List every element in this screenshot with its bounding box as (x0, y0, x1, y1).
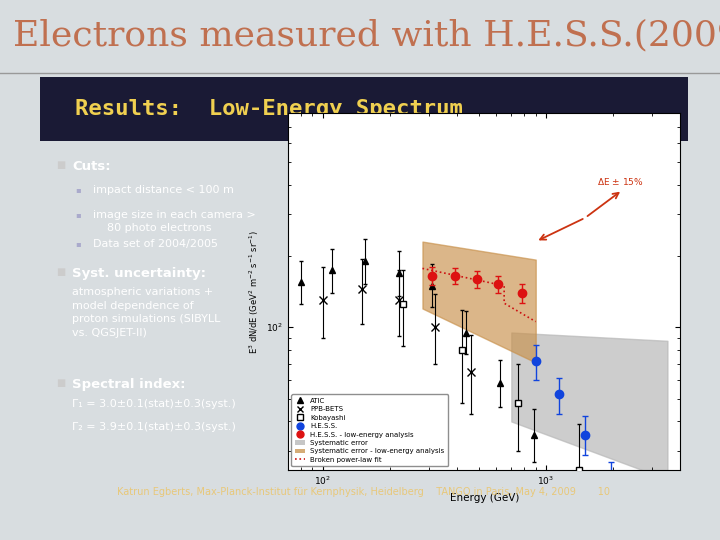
Broken power-law fit (529, 317, 538, 323)
Broken power-law fit (460, 274, 469, 281)
X-axis label: Energy (GeV): Energy (GeV) (449, 492, 519, 503)
Text: Results:  Low-Energy Spectrum: Results: Low-Energy Spectrum (76, 99, 463, 119)
Broken power-law fit (424, 266, 433, 273)
Text: Syst. uncertainty:: Syst. uncertainty: (72, 267, 206, 280)
Broken power-law fit (500, 300, 508, 306)
Broken power-law fit (472, 276, 480, 283)
Y-axis label: E$^3$ dN/dE (GeV$^2$ m$^{-2}$ s$^{-1}$ sr$^{-1}$): E$^3$ dN/dE (GeV$^2$ m$^{-2}$ s$^{-1}$ s… (247, 230, 261, 354)
Text: impact distance < 100 m: impact distance < 100 m (94, 185, 234, 195)
Broken power-law fit (455, 273, 464, 279)
Bar (40, 77, 688, 141)
Text: Γ₂ = 3.9±0.1(stat)±0.3(syst.): Γ₂ = 3.9±0.1(stat)±0.3(syst.) (72, 422, 236, 432)
Broken power-law fit (444, 271, 452, 277)
Text: ▪: ▪ (76, 239, 81, 247)
Text: ■: ■ (56, 159, 65, 170)
Broken power-law fit (477, 278, 486, 284)
Line: Broken power-law fit: Broken power-law fit (423, 268, 536, 322)
Broken power-law fit (504, 302, 513, 309)
Text: Γ₁ = 3.0±0.1(stat)±0.3(syst.): Γ₁ = 3.0±0.1(stat)±0.3(syst.) (72, 399, 235, 409)
Broken power-law fit (500, 282, 508, 289)
Broken power-law fit (432, 268, 441, 275)
Legend: ATIC, PPB-BETS, Kobayashi, H.E.S.S., H.E.S.S. - low-energy analysis, Systematic : ATIC, PPB-BETS, Kobayashi, H.E.S.S., H.E… (292, 394, 448, 467)
Broken power-law fit (531, 319, 540, 325)
Text: image size in each camera >
    80 photo electrons: image size in each camera > 80 photo ele… (94, 210, 256, 233)
Broken power-law fit (429, 267, 438, 274)
Broken power-law fit (511, 307, 520, 313)
Broken power-law fit (435, 269, 444, 275)
Broken power-law fit (486, 280, 495, 286)
Text: ▪: ▪ (76, 210, 81, 219)
Text: Spectral index:: Spectral index: (72, 379, 186, 392)
Broken power-law fit (489, 280, 498, 287)
Broken power-law fit (426, 267, 435, 273)
Broken power-law fit (516, 309, 524, 316)
Broken power-law fit (474, 277, 483, 284)
Broken power-law fit (421, 266, 430, 272)
Broken power-law fit (491, 281, 500, 287)
Broken power-law fit (527, 316, 536, 322)
Broken power-law fit (466, 275, 474, 282)
Broken power-law fit (418, 265, 427, 272)
Text: $\Delta$E $\pm$ 15%: $\Delta$E $\pm$ 15% (598, 176, 644, 187)
Broken power-law fit (458, 274, 467, 280)
Broken power-law fit (463, 275, 472, 281)
Broken power-law fit (497, 282, 505, 288)
Broken power-law fit (446, 271, 455, 278)
Broken power-law fit (441, 270, 449, 276)
Broken power-law fit (438, 269, 446, 276)
Broken power-law fit (525, 314, 534, 321)
Broken power-law fit (507, 304, 516, 310)
Broken power-law fit (509, 305, 518, 312)
Broken power-law fit (502, 301, 510, 308)
Broken power-law fit (469, 276, 477, 282)
Broken power-law fit (494, 281, 503, 288)
Text: ▪: ▪ (76, 185, 81, 194)
Text: ■: ■ (56, 379, 65, 388)
Broken power-law fit (452, 272, 461, 279)
Text: Cuts:: Cuts: (72, 159, 111, 172)
Text: Katrun Egberts, Max-Planck-Institut für Kernphysik, Heidelberg    TANGO in Paris: Katrun Egberts, Max-Planck-Institut für … (117, 487, 610, 497)
Broken power-law fit (483, 279, 492, 285)
Broken power-law fit (480, 278, 489, 285)
Text: Electrons measured with H.E.S.S.(2009): Electrons measured with H.E.S.S.(2009) (13, 19, 720, 53)
Text: Data set of 2004/2005: Data set of 2004/2005 (94, 239, 218, 248)
Broken power-law fit (520, 312, 528, 318)
Text: atmospheric variations +
model dependence of
proton simulations (SIBYLL
vs. QGSJ: atmospheric variations + model dependenc… (72, 287, 220, 338)
Broken power-law fit (513, 308, 522, 314)
Broken power-law fit (523, 313, 531, 320)
Broken power-law fit (449, 272, 458, 278)
Text: ■: ■ (56, 267, 65, 278)
Broken power-law fit (518, 310, 526, 317)
